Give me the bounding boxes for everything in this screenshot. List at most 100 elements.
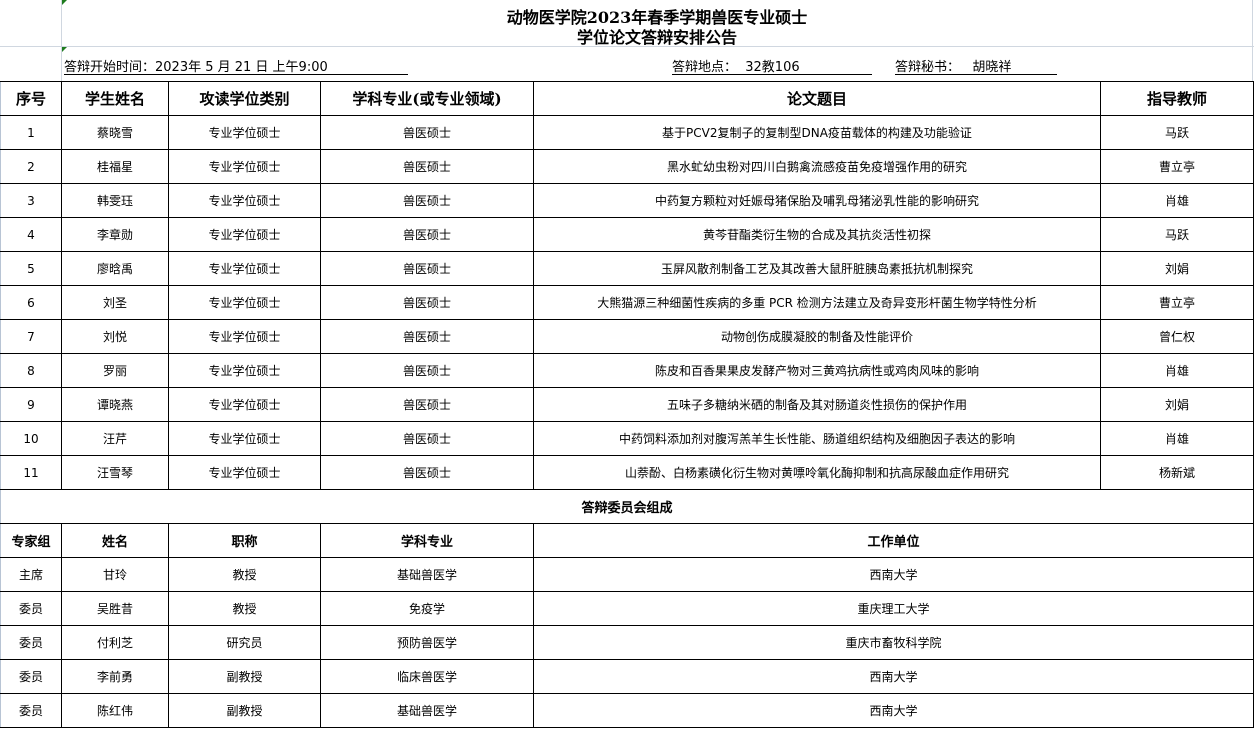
committee-row-cell[interactable]: 西南大学: [532, 693, 1254, 728]
committee-header-row-cell[interactable]: 姓名: [61, 523, 169, 558]
schedule-row-cell[interactable]: 兽医硕士: [320, 251, 534, 286]
schedule-row-cell[interactable]: 五味子多糖纳米硒的制备及其对肠道炎性损伤的保护作用: [533, 387, 1101, 422]
schedule-row-cell[interactable]: 兽医硕士: [320, 421, 534, 456]
schedule-row-cell[interactable]: 肖雄: [1100, 353, 1254, 388]
schedule-row-cell[interactable]: 大熊猫源三种细菌性疾病的多重 PCR 检测方法建立及奇异变形杆菌生物学特性分析: [533, 285, 1101, 320]
schedule-row-cell[interactable]: 杨新斌: [1100, 455, 1254, 490]
schedule-header-row-cell[interactable]: 攻读学位类别: [168, 81, 321, 116]
schedule-row-cell[interactable]: 罗丽: [61, 353, 169, 388]
committee-row-cell[interactable]: 吴胜昔: [61, 591, 169, 626]
committee-row-cell[interactable]: 李前勇: [61, 659, 169, 694]
schedule-row-cell[interactable]: 曹立亭: [1100, 149, 1254, 184]
schedule-row-cell[interactable]: 玉屏风散剂制备工艺及其改善大鼠肝脏胰岛素抵抗机制探究: [533, 251, 1101, 286]
schedule-row-cell[interactable]: 黄芩苷酯类衍生物的合成及其抗炎活性初探: [533, 217, 1101, 252]
schedule-row-cell[interactable]: 1: [0, 115, 62, 150]
schedule-row-cell[interactable]: 兽医硕士: [320, 183, 534, 218]
committee-row-cell[interactable]: 基础兽医学: [320, 557, 534, 592]
committee-row-cell[interactable]: 临床兽医学: [320, 659, 534, 694]
schedule-row-cell[interactable]: 廖晗禹: [61, 251, 169, 286]
schedule-row-cell[interactable]: 专业学位硕士: [168, 217, 321, 252]
committee-row-cell[interactable]: 委员: [0, 625, 62, 660]
schedule-row-cell[interactable]: 肖雄: [1100, 421, 1254, 456]
schedule-row-cell[interactable]: 陈皮和百香果果皮发酵产物对三黄鸡抗病性或鸡肉风味的影响: [533, 353, 1101, 388]
committee-row-cell[interactable]: 主席: [0, 557, 62, 592]
schedule-row-cell[interactable]: 兽医硕士: [320, 217, 534, 252]
schedule-row-cell[interactable]: 肖雄: [1100, 183, 1254, 218]
committee-header-row-cell[interactable]: 专家组: [0, 523, 62, 558]
schedule-header-row-cell[interactable]: 序号: [0, 81, 62, 116]
schedule-row-cell[interactable]: 3: [0, 183, 62, 218]
schedule-row-cell[interactable]: 中药饲料添加剂对腹泻羔羊生长性能、肠道组织结构及细胞因子表达的影响: [533, 421, 1101, 456]
schedule-row-cell[interactable]: 中药复方颗粒对妊娠母猪保胎及哺乳母猪泌乳性能的影响研究: [533, 183, 1101, 218]
schedule-row-cell[interactable]: 汪雪琴: [61, 455, 169, 490]
schedule-row-cell[interactable]: 黑水虻幼虫粉对四川白鹅禽流感疫苗免疫增强作用的研究: [533, 149, 1101, 184]
schedule-row-cell[interactable]: 兽医硕士: [320, 455, 534, 490]
committee-title[interactable]: 答辩委员会组成: [0, 489, 1254, 524]
committee-header-row-cell[interactable]: 职称: [168, 523, 321, 558]
schedule-row-cell[interactable]: 专业学位硕士: [168, 115, 321, 150]
schedule-row-cell[interactable]: 10: [0, 421, 62, 456]
schedule-row-cell[interactable]: 兽医硕士: [320, 285, 534, 320]
committee-row-cell[interactable]: 西南大学: [532, 557, 1254, 592]
committee-row-cell[interactable]: 副教授: [168, 659, 321, 694]
schedule-row-cell[interactable]: 专业学位硕士: [168, 387, 321, 422]
schedule-row-cell[interactable]: 2: [0, 149, 62, 184]
schedule-row-cell[interactable]: 桂福星: [61, 149, 169, 184]
schedule-row-cell[interactable]: 刘娟: [1100, 387, 1254, 422]
schedule-row-cell[interactable]: 兽医硕士: [320, 353, 534, 388]
committee-row-cell[interactable]: 委员: [0, 693, 62, 728]
committee-row-cell[interactable]: 基础兽医学: [320, 693, 534, 728]
committee-header-row-cell[interactable]: 工作单位: [532, 523, 1254, 558]
schedule-row-cell[interactable]: 韩雯珏: [61, 183, 169, 218]
committee-row-cell[interactable]: 付利芝: [61, 625, 169, 660]
schedule-row-cell[interactable]: 山萘酚、白杨素磺化衍生物对黄嘌呤氧化酶抑制和抗高尿酸血症作用研究: [533, 455, 1101, 490]
committee-row-cell[interactable]: 研究员: [168, 625, 321, 660]
schedule-row-cell[interactable]: 专业学位硕士: [168, 421, 321, 456]
schedule-row-cell[interactable]: 5: [0, 251, 62, 286]
committee-row-cell[interactable]: 重庆理工大学: [532, 591, 1254, 626]
schedule-row-cell[interactable]: 专业学位硕士: [168, 149, 321, 184]
schedule-row-cell[interactable]: 7: [0, 319, 62, 354]
schedule-row-cell[interactable]: 刘悦: [61, 319, 169, 354]
committee-row-cell[interactable]: 免疫学: [320, 591, 534, 626]
schedule-header-row-cell[interactable]: 指导教师: [1100, 81, 1254, 116]
schedule-row-cell[interactable]: 8: [0, 353, 62, 388]
schedule-row-cell[interactable]: 曹立亭: [1100, 285, 1254, 320]
schedule-row-cell[interactable]: 马跃: [1100, 217, 1254, 252]
committee-row-cell[interactable]: 陈红伟: [61, 693, 169, 728]
schedule-row-cell[interactable]: 专业学位硕士: [168, 319, 321, 354]
schedule-row-cell[interactable]: 兽医硕士: [320, 387, 534, 422]
schedule-row-cell[interactable]: 兽医硕士: [320, 149, 534, 184]
schedule-row-cell[interactable]: 兽医硕士: [320, 115, 534, 150]
schedule-row-cell[interactable]: 基于PCV2复制子的复制型DNA疫苗载体的构建及功能验证: [533, 115, 1101, 150]
schedule-row-cell[interactable]: 李章勋: [61, 217, 169, 252]
schedule-row-cell[interactable]: 刘娟: [1100, 251, 1254, 286]
committee-row-cell[interactable]: 预防兽医学: [320, 625, 534, 660]
committee-header-row-cell[interactable]: 学科专业: [320, 523, 534, 558]
schedule-row-cell[interactable]: 专业学位硕士: [168, 353, 321, 388]
schedule-row-cell[interactable]: 兽医硕士: [320, 319, 534, 354]
schedule-row-cell[interactable]: 专业学位硕士: [168, 183, 321, 218]
committee-row-cell[interactable]: 副教授: [168, 693, 321, 728]
committee-row-cell[interactable]: 甘玲: [61, 557, 169, 592]
schedule-row-cell[interactable]: 专业学位硕士: [168, 251, 321, 286]
schedule-row-cell[interactable]: 曾仁权: [1100, 319, 1254, 354]
schedule-row-cell[interactable]: 刘圣: [61, 285, 169, 320]
schedule-header-row-cell[interactable]: 学科专业(或专业领域): [320, 81, 534, 116]
committee-row-cell[interactable]: 委员: [0, 591, 62, 626]
schedule-row-cell[interactable]: 汪芹: [61, 421, 169, 456]
schedule-row-cell[interactable]: 4: [0, 217, 62, 252]
schedule-row-cell[interactable]: 6: [0, 285, 62, 320]
schedule-row-cell[interactable]: 专业学位硕士: [168, 285, 321, 320]
schedule-row-cell[interactable]: 谭晓燕: [61, 387, 169, 422]
schedule-row-cell[interactable]: 9: [0, 387, 62, 422]
committee-row-cell[interactable]: 西南大学: [532, 659, 1254, 694]
schedule-row-cell[interactable]: 动物创伤成膜凝胶的制备及性能评价: [533, 319, 1101, 354]
committee-row-cell[interactable]: 教授: [168, 557, 321, 592]
committee-row-cell[interactable]: 委员: [0, 659, 62, 694]
schedule-row-cell[interactable]: 专业学位硕士: [168, 455, 321, 490]
schedule-row-cell[interactable]: 蔡晓雪: [61, 115, 169, 150]
committee-row-cell[interactable]: 重庆市畜牧科学院: [532, 625, 1254, 660]
schedule-header-row-cell[interactable]: 论文题目: [533, 81, 1101, 116]
schedule-row-cell[interactable]: 11: [0, 455, 62, 490]
